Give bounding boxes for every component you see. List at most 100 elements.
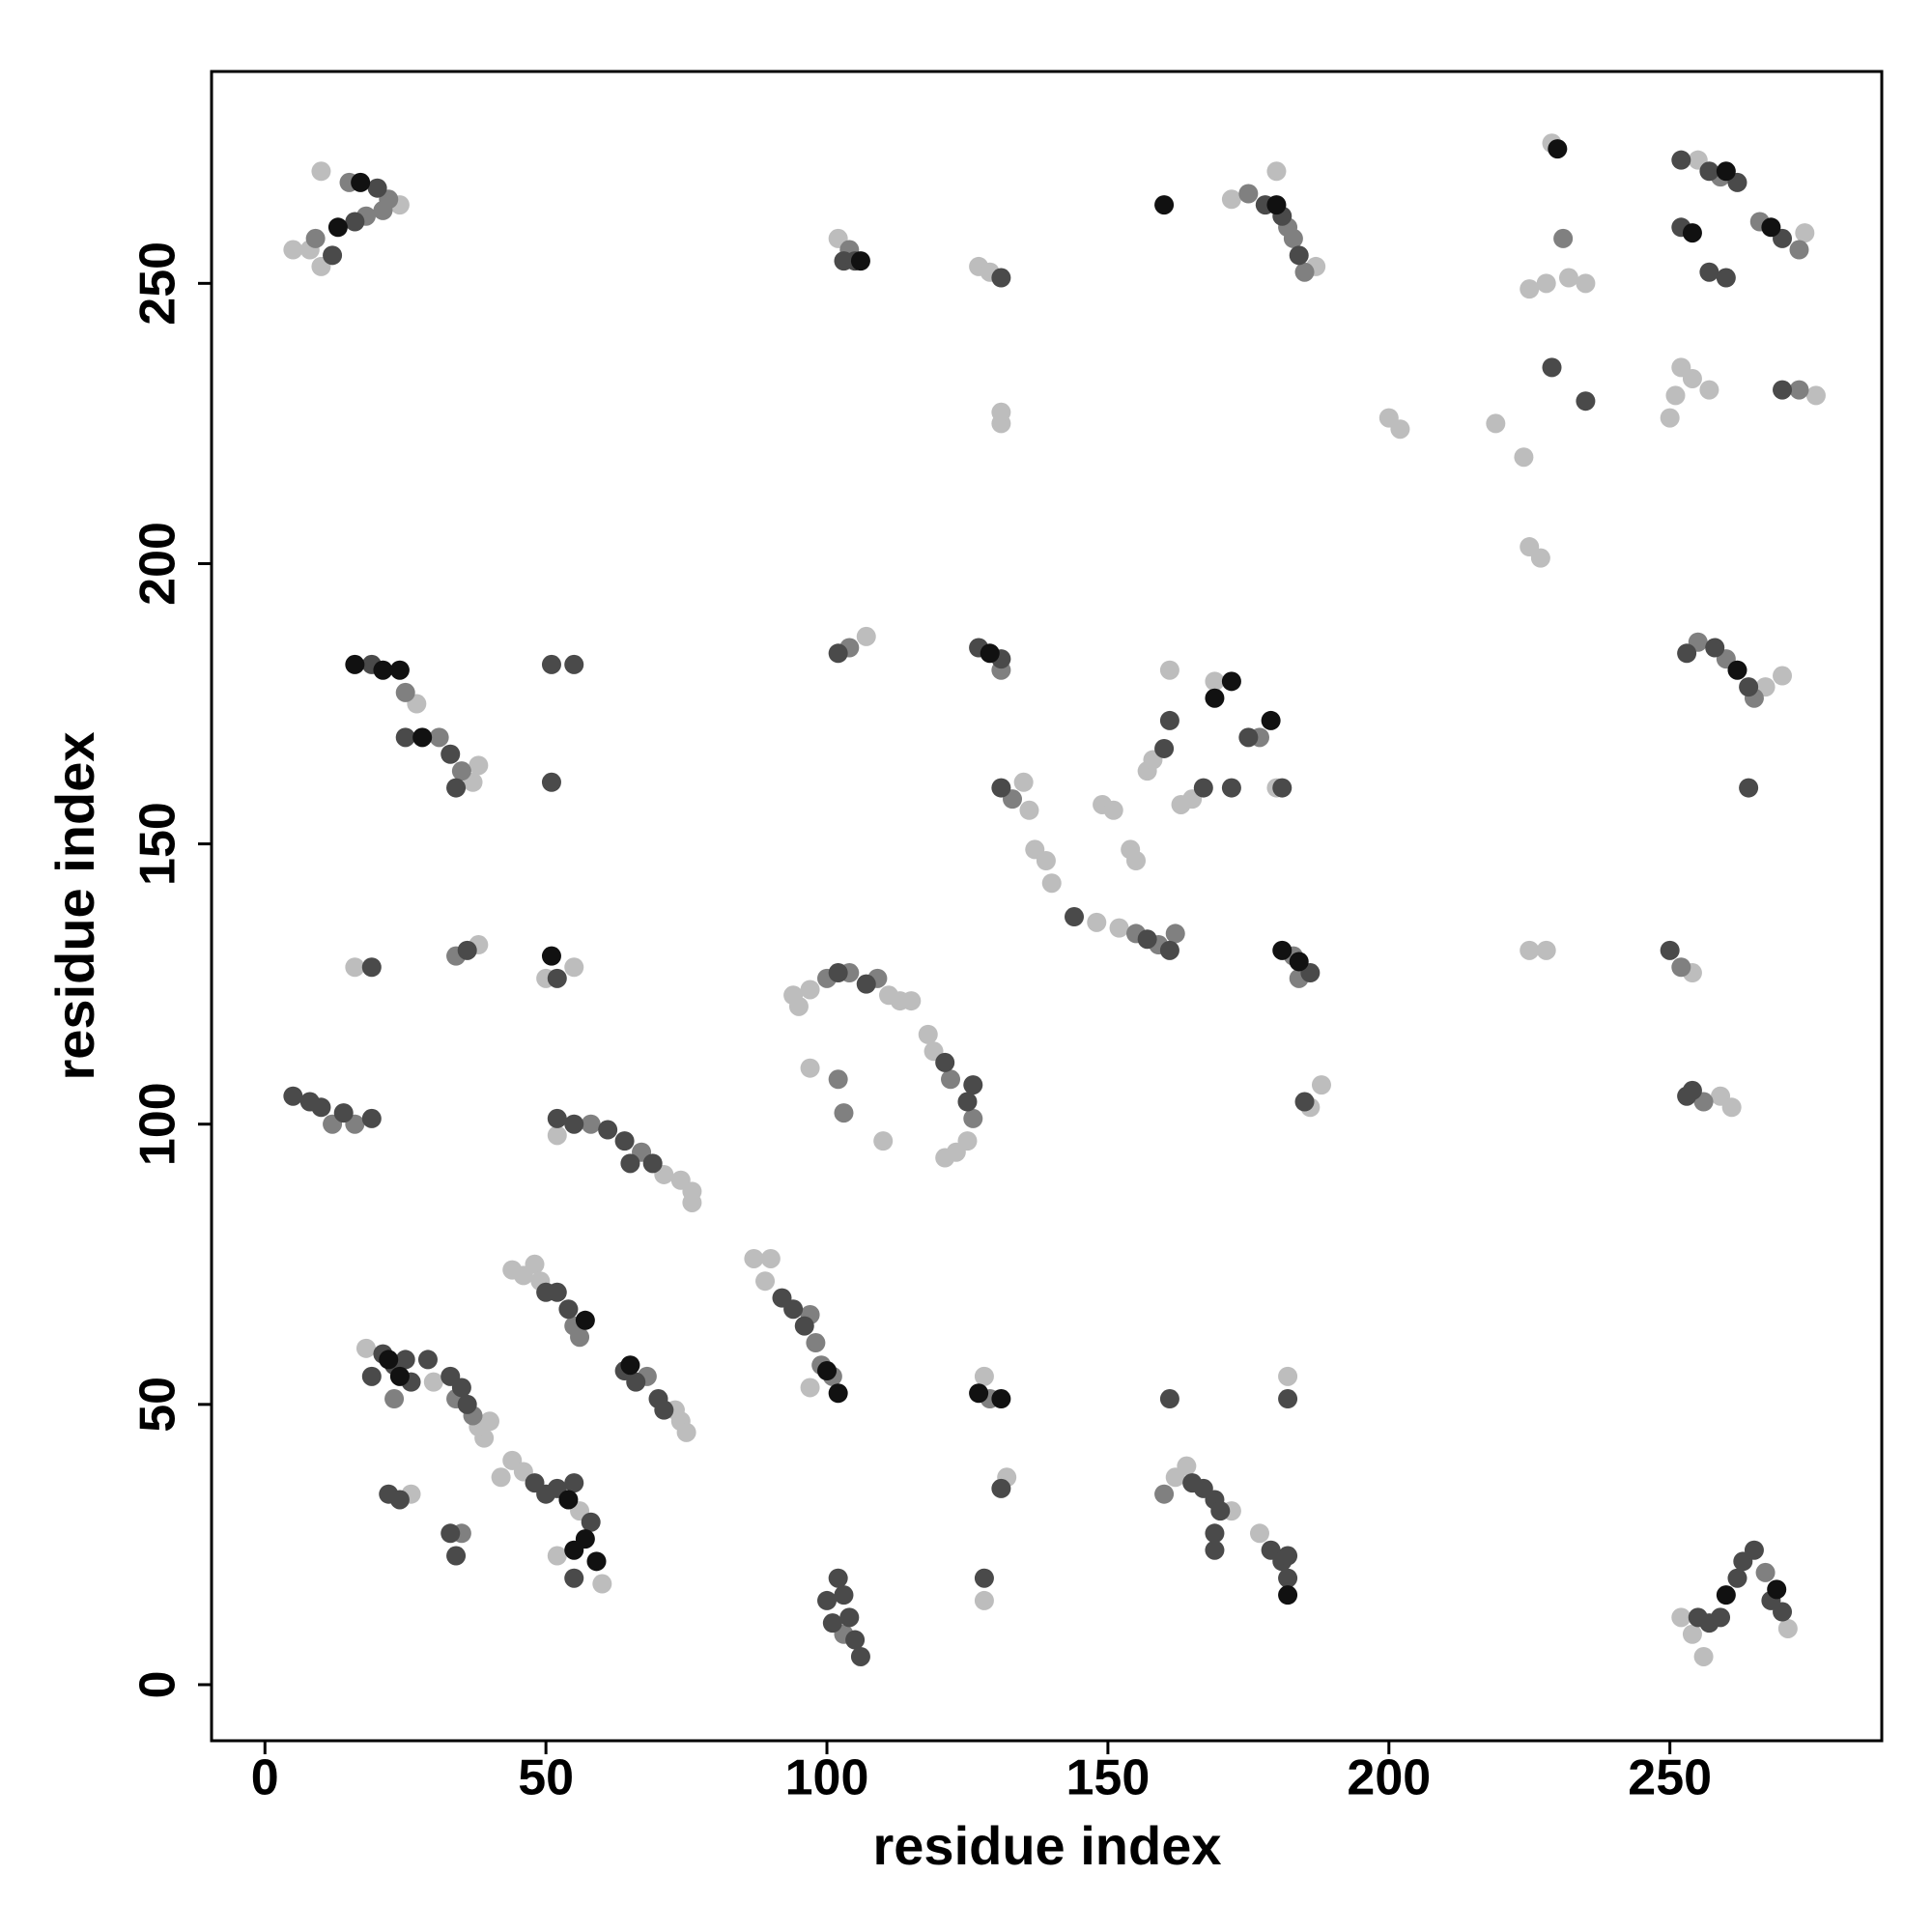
point [389, 660, 410, 680]
point [800, 1378, 820, 1398]
point [395, 682, 415, 702]
point [1165, 923, 1185, 944]
point [828, 643, 848, 664]
point [1019, 800, 1039, 820]
point [1013, 772, 1034, 792]
point [1755, 1562, 1776, 1582]
point [1795, 223, 1815, 243]
y-tick-label: 0 [130, 1671, 186, 1699]
point [1221, 189, 1241, 210]
point [1486, 413, 1506, 434]
point [283, 240, 303, 260]
point [541, 946, 561, 966]
point [1103, 800, 1123, 820]
point [1159, 1389, 1179, 1409]
point [1773, 666, 1793, 686]
point [991, 1389, 1011, 1409]
point [491, 1467, 511, 1488]
point [676, 1422, 696, 1442]
point [1205, 671, 1225, 692]
point [389, 1366, 410, 1386]
point [345, 957, 365, 978]
point [1165, 1467, 1185, 1488]
point [345, 212, 365, 232]
point [822, 1613, 842, 1634]
point [1677, 643, 1697, 664]
y-tick-label: 100 [130, 1082, 186, 1166]
point [1671, 1607, 1691, 1628]
point [525, 1254, 545, 1274]
y-tick-label: 50 [130, 1377, 186, 1433]
point [1193, 778, 1213, 798]
point [395, 727, 415, 748]
point [323, 245, 343, 266]
point [1716, 268, 1736, 288]
point [558, 1299, 579, 1320]
point [845, 1630, 866, 1650]
point [345, 654, 365, 674]
y-tick-label: 150 [130, 802, 186, 886]
point [1671, 957, 1691, 978]
point [1205, 1523, 1225, 1544]
point [620, 1355, 640, 1376]
point [361, 957, 382, 978]
point [564, 1568, 584, 1588]
point [620, 1153, 640, 1174]
point [1041, 873, 1062, 894]
point [991, 1478, 1011, 1498]
point [1553, 228, 1574, 248]
y-axis-label: residue index [44, 731, 105, 1080]
point [1154, 195, 1175, 215]
point [1159, 940, 1179, 960]
point [1294, 1092, 1315, 1112]
point [1716, 1585, 1736, 1605]
point [1238, 184, 1259, 204]
point [379, 1350, 399, 1370]
point [1536, 273, 1556, 294]
point [564, 1540, 584, 1560]
point [1721, 1097, 1742, 1118]
point [626, 1372, 646, 1392]
point [592, 1574, 612, 1594]
point [800, 980, 820, 1000]
point [373, 660, 393, 680]
point [817, 1590, 838, 1610]
point [1520, 279, 1540, 299]
point [1727, 660, 1747, 680]
x-tick-label: 200 [1347, 1750, 1431, 1806]
point [1699, 262, 1719, 282]
point [1536, 940, 1556, 960]
point [1137, 929, 1157, 950]
point [440, 1523, 461, 1544]
point [1727, 1568, 1747, 1588]
point [1261, 710, 1281, 730]
y-tick-label: 200 [130, 522, 186, 606]
x-axis-label: residue index [872, 1815, 1221, 1876]
point [1221, 671, 1241, 692]
point [974, 1568, 994, 1588]
point [1693, 1646, 1714, 1666]
point [1205, 1540, 1225, 1560]
point [564, 957, 584, 978]
point [1739, 778, 1759, 798]
point [828, 1069, 848, 1090]
point [451, 761, 471, 781]
point [1777, 1618, 1798, 1638]
point [355, 1338, 376, 1358]
point [1660, 408, 1680, 428]
point [1789, 240, 1809, 260]
x-tick-label: 0 [251, 1750, 279, 1806]
point [1272, 940, 1293, 960]
point [856, 626, 876, 646]
point [429, 727, 449, 748]
point [361, 1366, 382, 1386]
point [389, 1490, 410, 1510]
point [1221, 778, 1241, 798]
point [991, 402, 1011, 422]
point [1682, 223, 1702, 243]
point [1558, 268, 1578, 288]
x-tick-label: 250 [1628, 1750, 1712, 1806]
point [974, 1590, 994, 1610]
point [963, 1108, 983, 1128]
